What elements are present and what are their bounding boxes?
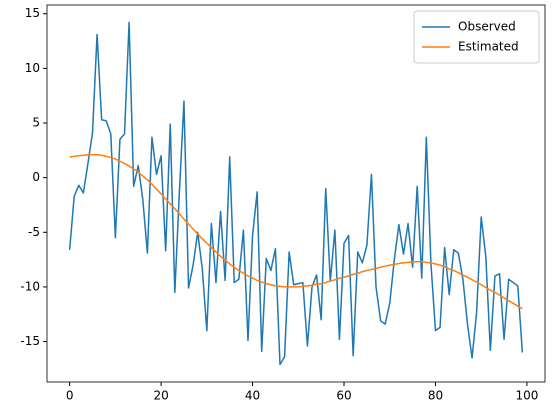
x-tick-label: 60 — [336, 389, 351, 403]
series-line — [68, 21, 524, 366]
x-tick-label: 20 — [153, 389, 168, 403]
y-tick-label: 0 — [32, 170, 40, 184]
y-tick-label: -10 — [20, 279, 40, 293]
y-tick-label: 5 — [32, 116, 40, 130]
x-tick-label: 40 — [245, 389, 260, 403]
axes-frame — [46, 4, 546, 383]
series-line — [69, 153, 523, 310]
legend-box — [413, 10, 540, 64]
x-tick-label: 0 — [66, 389, 74, 403]
x-tick-label: 80 — [428, 389, 443, 403]
y-tick-label: 15 — [25, 6, 40, 20]
y-tick-label: -5 — [28, 225, 40, 239]
y-tick-label: -15 — [20, 334, 40, 348]
legend-label: Estimated — [458, 40, 519, 54]
legend-label: Observed — [458, 20, 516, 34]
y-tick-label: 10 — [25, 61, 40, 75]
x-tick-label: 100 — [515, 389, 538, 403]
